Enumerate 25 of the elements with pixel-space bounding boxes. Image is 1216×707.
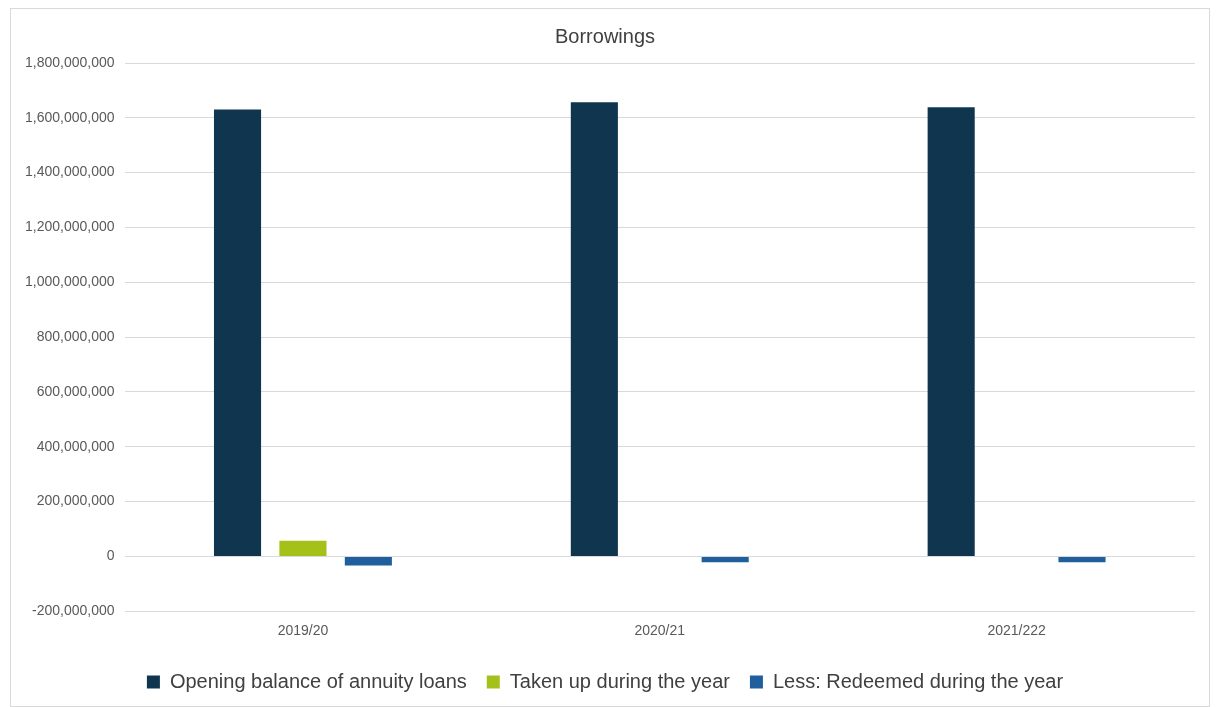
x-tick-label: 2020/21 (634, 622, 686, 639)
y-tick-label: 0 (106, 547, 115, 564)
bar (279, 540, 327, 556)
bar (927, 107, 975, 556)
bar (701, 556, 749, 563)
bar (1058, 556, 1106, 563)
y-tick-label: 1,400,000,000 (25, 163, 115, 180)
x-tick-label: 2021/222 (987, 622, 1046, 639)
legend-label: Less: Redeemed during the year (772, 669, 1064, 692)
y-tick-label: 800,000,000 (36, 327, 115, 344)
bar (213, 109, 262, 556)
bar (344, 556, 392, 566)
y-tick-label: 600,000,000 (36, 382, 115, 399)
y-tick-label: 1,600,000,000 (25, 108, 115, 125)
y-tick-label: 400,000,000 (36, 437, 115, 454)
legend-label: Taken up during the year (509, 669, 731, 692)
y-tick-label: 1,800,000,000 (25, 53, 115, 70)
x-tick-label: 2019/20 (277, 622, 329, 639)
y-tick-label: -200,000,000 (32, 602, 115, 619)
y-tick-label: 200,000,000 (36, 492, 115, 509)
legend-label: Opening balance of annuity loans (169, 669, 467, 692)
bar (570, 102, 618, 556)
chart-title: Borrowings (554, 24, 656, 47)
y-tick-label: 1,200,000,000 (25, 218, 115, 235)
y-tick-label: 1,000,000,000 (25, 273, 115, 290)
